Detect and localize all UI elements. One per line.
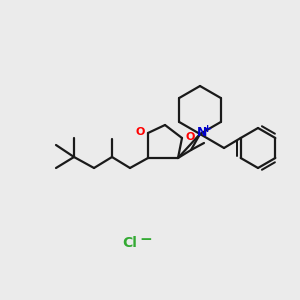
Text: +: +	[203, 124, 213, 134]
Text: O: O	[185, 132, 195, 142]
Text: O: O	[135, 127, 145, 137]
Text: Cl: Cl	[123, 236, 137, 250]
Text: N: N	[197, 125, 207, 139]
Text: −: −	[140, 232, 152, 247]
